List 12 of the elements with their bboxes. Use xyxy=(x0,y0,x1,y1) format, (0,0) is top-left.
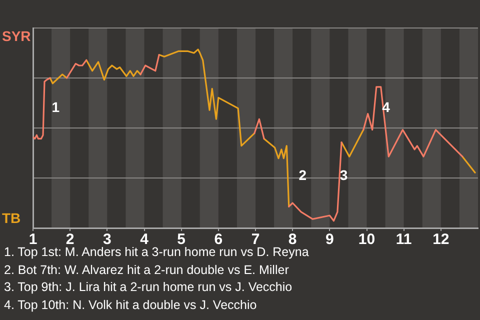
text: 4. Top 10th: N. Volk hit a double vs J. Vecchio xyxy=(4,296,258,314)
x-tick-label: 9 xyxy=(325,231,334,248)
x-tick-label: 12 xyxy=(432,231,450,248)
annotation: 1 xyxy=(52,99,60,116)
text: SYR xyxy=(2,28,31,44)
text: TB xyxy=(2,210,21,226)
text: 3. Top 9th: J. Lira hit a 2-run home run vs J. Vecchio xyxy=(4,279,294,296)
annotation: 3 xyxy=(340,167,348,184)
x-tick-label: 10 xyxy=(358,231,376,248)
text: 2. Bot 7th: W. Alvarez hit a 2-run double vs E. Miller xyxy=(4,262,290,278)
annotation: 2 xyxy=(298,167,307,184)
x-tick-label: 11 xyxy=(396,231,412,248)
